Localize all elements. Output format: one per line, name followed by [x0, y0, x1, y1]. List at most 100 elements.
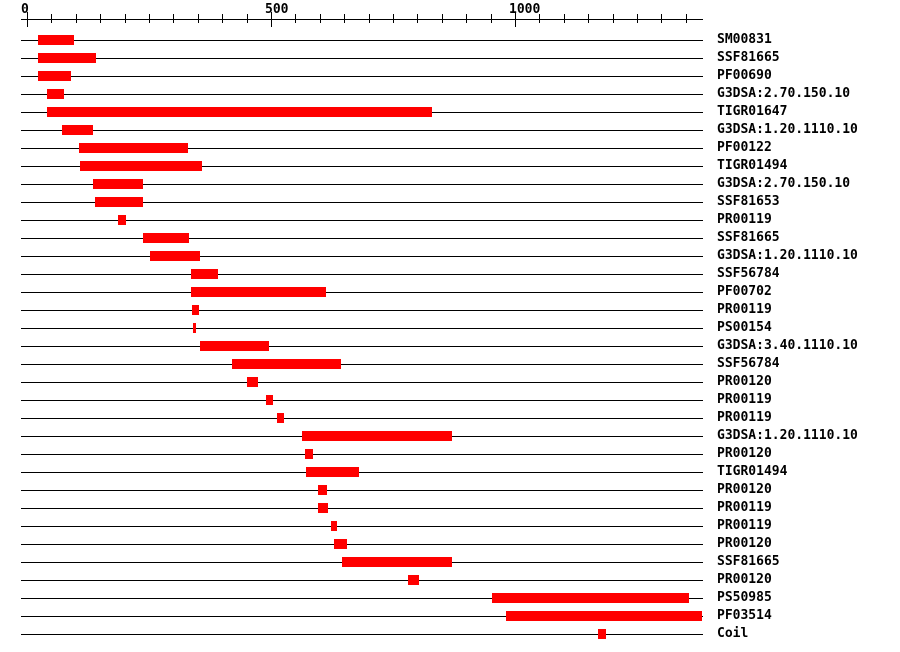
feature-label: PR00120 [717, 446, 772, 461]
feature-bar [305, 449, 313, 459]
row-line [21, 220, 703, 221]
axis-minor-tick [51, 14, 52, 23]
row-line [21, 634, 703, 635]
feature-bar [191, 269, 218, 279]
row-line [21, 598, 703, 599]
row-line [21, 328, 703, 329]
feature-bar [47, 89, 64, 99]
axis-minor-tick [417, 14, 418, 23]
row-line [21, 382, 703, 383]
row-line [21, 580, 703, 581]
feature-label: PF00702 [717, 284, 772, 299]
axis-minor-tick [198, 14, 199, 23]
feature-label: PR00119 [717, 410, 772, 425]
axis-minor-tick [588, 14, 589, 23]
feature-label: G3DSA:1.20.1110.10 [717, 428, 858, 443]
feature-bar [93, 179, 143, 189]
row-line [21, 364, 703, 365]
feature-label: G3DSA:3.40.1110.10 [717, 338, 858, 353]
feature-bar [306, 467, 359, 477]
row-line [21, 400, 703, 401]
axis-minor-tick [564, 14, 565, 23]
feature-bar [598, 629, 606, 639]
feature-bar [266, 395, 273, 405]
axis-major-tick [27, 12, 28, 27]
feature-bar [318, 503, 328, 513]
row-line [21, 202, 703, 203]
row-line [21, 256, 703, 257]
axis-tick-label: 1000 [509, 2, 541, 17]
feature-bar [191, 287, 326, 297]
feature-bar [331, 521, 337, 531]
feature-bar [193, 323, 196, 333]
feature-bar [118, 215, 126, 225]
feature-bar [232, 359, 341, 369]
axis-baseline [21, 19, 703, 20]
feature-label: PR00119 [717, 518, 772, 533]
feature-bar [192, 305, 199, 315]
axis-major-tick [515, 12, 516, 27]
row-line [21, 40, 703, 41]
feature-label: PR00119 [717, 392, 772, 407]
feature-label: PR00119 [717, 212, 772, 227]
feature-bar [200, 341, 269, 351]
feature-label: PS50985 [717, 590, 772, 605]
axis-minor-tick [466, 14, 467, 23]
feature-label: PR00120 [717, 482, 772, 497]
feature-label: SSF81653 [717, 194, 780, 209]
feature-label: PR00119 [717, 302, 772, 317]
axis-minor-tick [613, 14, 614, 23]
axis-minor-tick [295, 14, 296, 23]
feature-bar [318, 485, 327, 495]
row-line [21, 526, 703, 527]
feature-label: SSF81665 [717, 50, 780, 65]
feature-bar [506, 611, 702, 621]
row-line [21, 508, 703, 509]
axis-minor-tick [320, 14, 321, 23]
row-line [21, 310, 703, 311]
feature-label: Coil [717, 626, 749, 641]
axis-minor-tick [637, 14, 638, 23]
feature-label: SSF81665 [717, 554, 780, 569]
feature-label: PR00120 [717, 374, 772, 389]
axis-minor-tick [686, 14, 687, 23]
feature-label: SSF81665 [717, 230, 780, 245]
row-line [21, 274, 703, 275]
feature-bar [80, 161, 202, 171]
feature-label: PR00119 [717, 500, 772, 515]
feature-bar [247, 377, 258, 387]
feature-label: G3DSA:1.20.1110.10 [717, 122, 858, 137]
axis-minor-tick [539, 14, 540, 23]
feature-label: PF03514 [717, 608, 772, 623]
row-line [21, 130, 703, 131]
axis-major-tick [271, 12, 272, 27]
row-line [21, 418, 703, 419]
feature-bar [302, 431, 452, 441]
axis-minor-tick [149, 14, 150, 23]
row-line [21, 184, 703, 185]
row-line [21, 346, 703, 347]
feature-bar [47, 107, 432, 117]
row-line [21, 94, 703, 95]
axis-minor-tick [491, 14, 492, 23]
feature-bar [143, 233, 189, 243]
row-line [21, 238, 703, 239]
feature-label: G3DSA:1.20.1110.10 [717, 248, 858, 263]
row-line [21, 148, 703, 149]
row-line [21, 544, 703, 545]
row-line [21, 454, 703, 455]
feature-label: G3DSA:2.70.150.10 [717, 86, 851, 101]
feature-label: PR00120 [717, 572, 772, 587]
feature-bar [79, 143, 188, 153]
axis-minor-tick [173, 14, 174, 23]
feature-bar [38, 71, 71, 81]
feature-label: TIGR01494 [717, 158, 788, 173]
feature-bar [62, 125, 93, 135]
row-line [21, 292, 703, 293]
axis-minor-tick [222, 14, 223, 23]
axis-minor-tick [393, 14, 394, 23]
feature-label: TIGR01494 [717, 464, 788, 479]
feature-bar [95, 197, 143, 207]
feature-bar [150, 251, 200, 261]
